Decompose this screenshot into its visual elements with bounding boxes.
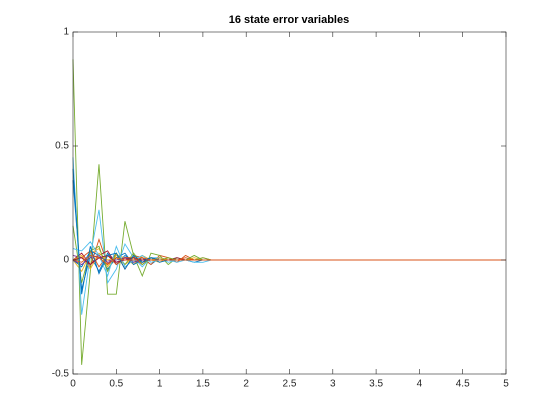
x-tick-label: 1 [157, 379, 163, 390]
x-tick-label: 0.5 [109, 379, 123, 390]
x-tick-label: 3.5 [369, 379, 383, 390]
y-tick-label: 0 [63, 255, 69, 266]
y-tick-label: 0.5 [55, 141, 69, 152]
x-tick-label: 5 [503, 379, 509, 390]
x-tick-label: 4.5 [456, 379, 470, 390]
series-line [72, 254, 506, 266]
chart-title: 16 state error variables [229, 14, 349, 26]
plot-area [73, 32, 506, 374]
x-tick-label: 3 [330, 379, 336, 390]
x-tick-label: 1.5 [196, 379, 210, 390]
x-tick-label: 2 [243, 379, 249, 390]
x-tick-label: 4 [417, 379, 423, 390]
x-tick-label: 2.5 [283, 379, 297, 390]
y-tick-label: 1 [63, 27, 69, 38]
x-tick-label: 0 [70, 379, 76, 390]
y-tick-label: -0.5 [52, 369, 70, 380]
